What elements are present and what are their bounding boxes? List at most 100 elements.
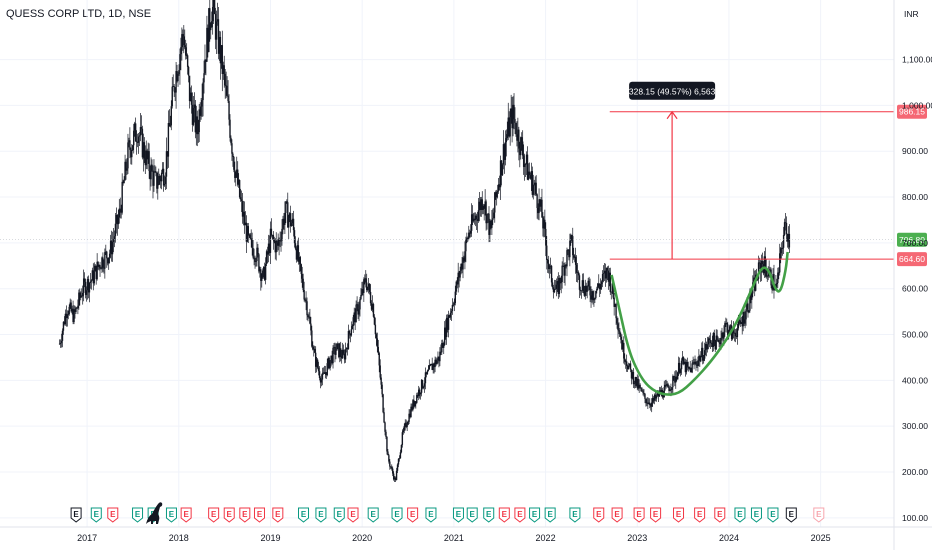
candle-body xyxy=(196,116,198,135)
candle-body xyxy=(182,34,184,37)
candle-body xyxy=(177,74,179,82)
candle-body xyxy=(570,235,572,241)
earnings-marker[interactable]: E xyxy=(694,507,706,523)
candle-body xyxy=(81,295,83,297)
earnings-marker[interactable]: E xyxy=(425,507,437,523)
candle-body xyxy=(780,248,783,249)
candle-body xyxy=(480,199,482,210)
candle-body xyxy=(376,338,379,347)
candle-body xyxy=(139,127,142,136)
candle-body xyxy=(314,352,317,367)
earnings-marker[interactable]: E xyxy=(367,507,379,523)
earnings-letter: E xyxy=(242,510,248,519)
candle-body xyxy=(457,272,459,285)
candle-body xyxy=(707,338,710,345)
earnings-marker[interactable]: E xyxy=(714,507,726,523)
candle-body xyxy=(99,265,101,269)
candle-body xyxy=(516,134,518,141)
earnings-marker[interactable]: E xyxy=(272,507,284,523)
candle-body xyxy=(380,377,382,385)
candle-body xyxy=(384,422,386,432)
earnings-marker[interactable]: E xyxy=(514,507,526,523)
candle-body xyxy=(213,0,216,15)
earnings-marker[interactable]: E xyxy=(107,507,119,523)
earnings-badge-icon xyxy=(767,507,779,523)
candle-body xyxy=(299,257,301,265)
earnings-marker[interactable]: E xyxy=(253,507,265,523)
candle-body xyxy=(201,100,203,107)
earnings-marker[interactable]: E xyxy=(298,507,310,523)
earnings-marker[interactable]: E xyxy=(180,507,192,523)
candle-body xyxy=(163,183,166,186)
candle-body xyxy=(513,104,515,120)
earnings-marker[interactable]: E xyxy=(90,507,102,523)
earnings-marker[interactable]: E xyxy=(407,507,419,523)
candle-body xyxy=(353,312,355,318)
cup-pattern-curve[interactable] xyxy=(610,251,789,396)
candle-body xyxy=(535,182,537,195)
earnings-marker[interactable]: E xyxy=(569,507,581,523)
candle-body xyxy=(578,275,581,290)
candle-body xyxy=(712,333,715,348)
earnings-marker[interactable]: E xyxy=(650,507,662,523)
candle-body xyxy=(202,82,204,101)
earnings-marker[interactable]: E xyxy=(165,507,177,523)
horizontal-levels[interactable]: 986.15 664.60 706.80 xyxy=(0,104,927,267)
candle-body xyxy=(305,299,307,302)
earnings-badge-icon xyxy=(223,507,235,523)
time-axis[interactable]: 2017 2018 2019 2020 2021 2022 2023 2024 2025 xyxy=(77,533,831,543)
earnings-marker[interactable]: E xyxy=(391,507,403,523)
earnings-marker[interactable]: E xyxy=(544,507,556,523)
candle-body xyxy=(556,281,559,285)
candle-body xyxy=(706,344,709,350)
candle-body xyxy=(339,348,341,358)
candle-body xyxy=(475,215,478,220)
candle-body xyxy=(761,260,764,265)
earnings-marker[interactable]: E xyxy=(132,507,144,523)
candle-body xyxy=(437,356,439,361)
earnings-marker[interactable]: E xyxy=(483,507,495,523)
candle-body xyxy=(383,412,385,423)
candle-body xyxy=(82,278,85,293)
candle-body xyxy=(668,387,670,392)
candle-body xyxy=(143,142,146,159)
earnings-marker[interactable]: E xyxy=(498,507,510,523)
earnings-marker[interactable]: E xyxy=(633,507,645,523)
candle-body xyxy=(65,313,68,319)
earnings-marker[interactable]: E xyxy=(70,507,82,523)
earnings-marker[interactable]: E xyxy=(315,507,327,523)
candle-body xyxy=(131,149,133,158)
earnings-marker[interactable]: E xyxy=(767,507,779,523)
earnings-marker[interactable]: E xyxy=(452,507,464,523)
earnings-marker[interactable]: E xyxy=(813,507,825,523)
candle-body xyxy=(192,108,195,125)
measure-tool[interactable]: 328.15 (49.57%) 6,563 xyxy=(629,81,716,260)
earnings-marker[interactable]: E xyxy=(529,507,541,523)
price-axis[interactable]: 100.00 200.00 300.00 400.00 500.00 600.00 700.… xyxy=(902,55,932,523)
earnings-marker[interactable]: E xyxy=(611,507,623,523)
candle-body xyxy=(317,367,320,372)
earnings-marker[interactable]: E xyxy=(223,507,235,523)
candle-body xyxy=(246,226,249,242)
earnings-marker[interactable]: E xyxy=(750,507,762,523)
earnings-marker[interactable]: E xyxy=(208,507,220,523)
candle-body xyxy=(538,199,540,214)
currency-label[interactable]: INR xyxy=(904,9,919,19)
earnings-markers[interactable]: EEEEEEEEEEEEEEEEEEEEEEEEEEEEEEEEEEEEEEEE xyxy=(70,507,825,523)
earnings-marker[interactable]: E xyxy=(593,507,605,523)
candle-body xyxy=(714,341,716,350)
candle-body xyxy=(95,265,97,280)
candle-body xyxy=(666,384,668,386)
candle-body xyxy=(228,101,230,120)
earnings-marker[interactable]: E xyxy=(333,507,345,523)
earnings-marker[interactable]: E xyxy=(785,507,797,523)
earnings-badge-icon xyxy=(544,507,556,523)
earnings-marker[interactable]: E xyxy=(347,507,359,523)
earnings-marker[interactable]: E xyxy=(734,507,746,523)
earnings-marker[interactable]: E xyxy=(466,507,478,523)
earnings-marker[interactable]: E xyxy=(239,507,251,523)
earnings-marker[interactable]: E xyxy=(673,507,685,523)
candle-body xyxy=(93,271,95,284)
candle-body xyxy=(644,393,646,399)
